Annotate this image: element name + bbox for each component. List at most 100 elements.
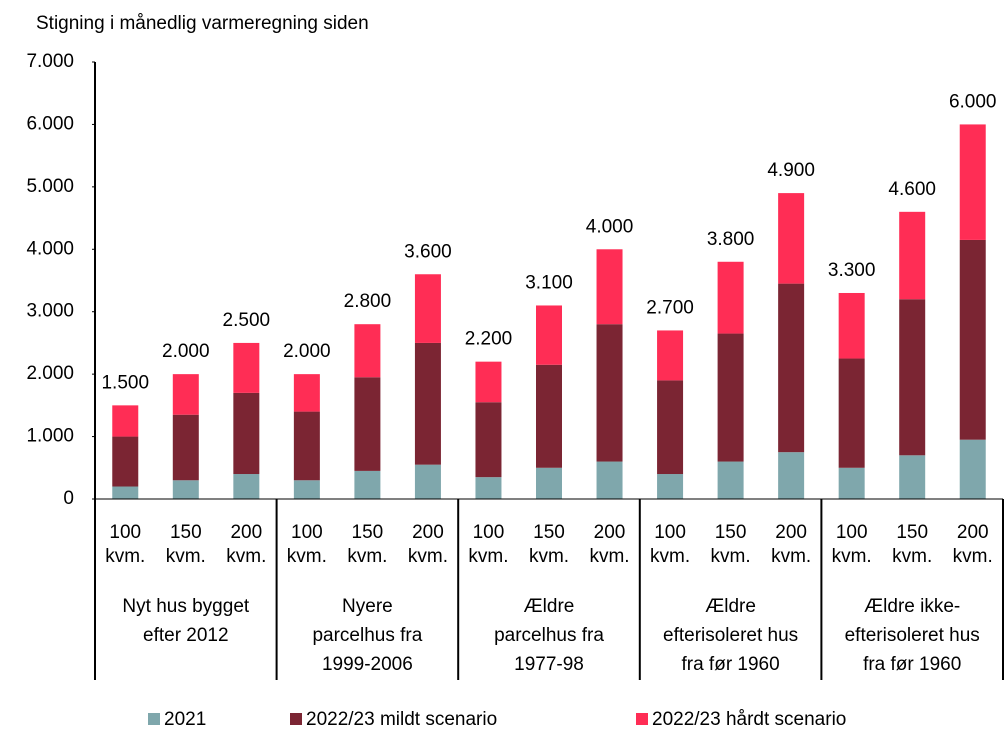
x-tick-label: 150 [715, 522, 747, 543]
bar-segment [717, 261, 744, 334]
total-label: 4.900 [767, 160, 815, 181]
bar-segment [838, 467, 865, 499]
y-tick-label: 7.000 [26, 51, 74, 72]
bar-segment [899, 299, 926, 456]
total-label: 6.000 [949, 91, 997, 112]
bar-segment [112, 436, 139, 487]
bar-segment [293, 411, 320, 481]
bar-segment [172, 374, 199, 415]
x-tick-label: kvm. [650, 546, 690, 567]
bar-segment [596, 249, 623, 325]
bar-segment [293, 374, 320, 412]
group-label: Nyt hus bygget [122, 596, 249, 617]
bar-segment [657, 380, 684, 475]
x-tick-label: 100 [654, 522, 686, 543]
bar-segment [414, 342, 441, 465]
group-label: efter 2012 [143, 625, 229, 646]
bar-segment [717, 461, 744, 499]
bar-segment [414, 274, 441, 343]
x-tick-label: kvm. [226, 546, 266, 567]
bar-segment [172, 414, 199, 481]
x-tick-label: kvm. [892, 546, 932, 567]
bar-segment [596, 324, 623, 462]
y-tick-label: 5.000 [26, 176, 74, 197]
total-label: 2.000 [283, 341, 331, 362]
group-label: efterisoleret hus [845, 625, 980, 646]
bar-segment [354, 324, 381, 378]
x-tick-label: kvm. [408, 546, 448, 567]
y-tick-label: 2.000 [26, 363, 74, 384]
total-label: 3.800 [707, 229, 755, 250]
legend-label: 2022/23 hårdt scenario [652, 709, 846, 730]
bar-segment [899, 455, 926, 499]
total-label: 2.800 [344, 291, 392, 312]
group-label: efterisoleret hus [663, 625, 798, 646]
x-tick-label: kvm. [468, 546, 508, 567]
legend-label: 2021 [164, 709, 206, 730]
bar-segment [354, 470, 381, 499]
group-label: Ældre ikke- [864, 596, 960, 617]
total-label: 4.000 [586, 216, 634, 237]
x-tick-label: kvm. [832, 546, 872, 567]
x-tick-label: 100 [836, 522, 868, 543]
bar-segment [475, 477, 502, 499]
bar-segment [536, 467, 562, 499]
x-tick-label: kvm. [711, 546, 751, 567]
x-tick-label: kvm. [953, 546, 993, 567]
bar-segment [657, 330, 684, 381]
bar-segment [536, 364, 562, 468]
bar-segment [717, 333, 744, 462]
bar-segment [475, 402, 502, 478]
total-label: 3.300 [828, 260, 876, 281]
chart-title: Stigning i månedlig varmeregning siden [36, 13, 369, 34]
y-tick-label: 0 [63, 488, 74, 509]
bar-segment [899, 211, 926, 300]
group-label: Ældre [705, 596, 756, 617]
x-tick-label: 200 [412, 522, 444, 543]
group-label: fra før 1960 [863, 654, 961, 675]
bar-segment [475, 361, 502, 403]
bar-segment [838, 358, 865, 468]
total-label: 4.600 [888, 179, 936, 200]
y-tick-label: 1.000 [26, 426, 74, 447]
bar-segment [414, 464, 441, 499]
bar-segment [778, 452, 805, 499]
bar-segment [657, 474, 684, 499]
group-label: parcelhus fra [312, 625, 422, 646]
group-label: Nyere [342, 596, 393, 617]
legend-swatch [148, 713, 160, 725]
bar-segment [596, 461, 623, 499]
bar-segment [112, 486, 139, 499]
x-tick-label: kvm. [589, 546, 629, 567]
bar-segment [959, 124, 986, 240]
x-tick-label: 150 [352, 522, 384, 543]
total-label: 2.000 [162, 341, 210, 362]
x-tick-label: kvm. [105, 546, 145, 567]
group-label: 1999-2006 [322, 654, 413, 675]
x-tick-label: 100 [291, 522, 323, 543]
bar-segment [172, 480, 199, 499]
total-label: 2.500 [223, 310, 271, 331]
bar-segment [959, 239, 986, 440]
x-tick-label: 200 [957, 522, 989, 543]
x-tick-label: kvm. [529, 546, 569, 567]
bar-segment [233, 474, 260, 499]
group-label: parcelhus fra [494, 625, 604, 646]
x-tick-label: 200 [594, 522, 626, 543]
group-label: Ældre [524, 596, 575, 617]
total-label: 1.500 [101, 372, 149, 393]
x-tick-label: 150 [170, 522, 202, 543]
x-tick-label: 200 [230, 522, 262, 543]
legend-swatch [290, 713, 302, 725]
bar-segment [293, 480, 320, 499]
group-label: 1977-98 [514, 654, 584, 675]
y-tick-label: 4.000 [26, 238, 74, 259]
bar-segment [838, 292, 865, 359]
bar-segment [112, 405, 139, 437]
y-tick-label: 6.000 [26, 113, 74, 134]
x-tick-label: kvm. [166, 546, 206, 567]
y-tick-label: 3.000 [26, 301, 74, 322]
bar-segment [536, 305, 562, 365]
